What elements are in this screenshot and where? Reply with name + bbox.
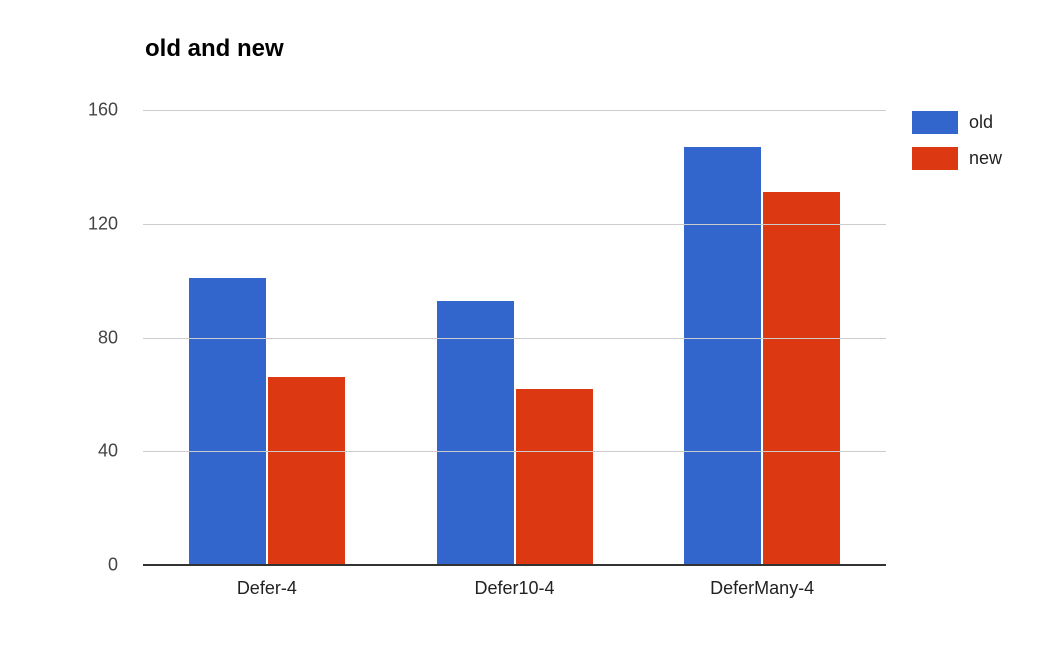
bar-group-Defer-4 <box>143 110 391 565</box>
plot-area <box>143 110 886 566</box>
legend-item-new: new <box>912 147 1002 170</box>
bar-group-Defer10-4 <box>391 110 639 565</box>
gridline-120 <box>143 223 886 225</box>
bar-new-Defer10-4 <box>515 388 593 565</box>
bar-old-Defer-4 <box>188 277 266 565</box>
bar-old-DeferMany-4 <box>684 146 762 565</box>
legend-item-old: old <box>912 111 1002 134</box>
bar-group-DeferMany-4 <box>638 110 886 565</box>
legend-label-new: new <box>969 148 1003 168</box>
x-axis-labels: Defer-4 Defer10-4 DeferMany-4 <box>143 578 886 599</box>
bar-new-Defer-4 <box>267 377 345 565</box>
y-tick-label-120: 120 <box>87 213 118 234</box>
gridline-80 <box>143 337 886 339</box>
bar-old-Defer10-4 <box>436 300 514 565</box>
y-tick-label-80: 80 <box>97 327 118 347</box>
legend-swatch-new <box>912 147 958 170</box>
chart-title: old and new <box>145 35 284 62</box>
bar-groups <box>143 110 886 565</box>
legend: old new <box>912 111 1002 183</box>
x-tick-label-Defer-4: Defer-4 <box>236 578 297 598</box>
y-tick-label-160: 160 <box>87 99 118 120</box>
x-tick-label-Defer10-4: Defer10-4 <box>474 578 555 598</box>
y-tick-label-0: 0 <box>107 554 118 575</box>
gridline-160 <box>143 110 886 111</box>
y-axis-labels: 0 40 80 120 160 <box>0 100 125 575</box>
y-tick-label-40: 40 <box>97 440 118 461</box>
legend-label-old: old <box>969 112 994 132</box>
legend-swatch-old <box>912 111 958 134</box>
gridline-40 <box>143 451 886 453</box>
x-tick-label-DeferMany-4: DeferMany-4 <box>710 578 815 598</box>
bar-new-DeferMany-4 <box>763 192 841 565</box>
x-axis-baseline <box>143 564 886 566</box>
